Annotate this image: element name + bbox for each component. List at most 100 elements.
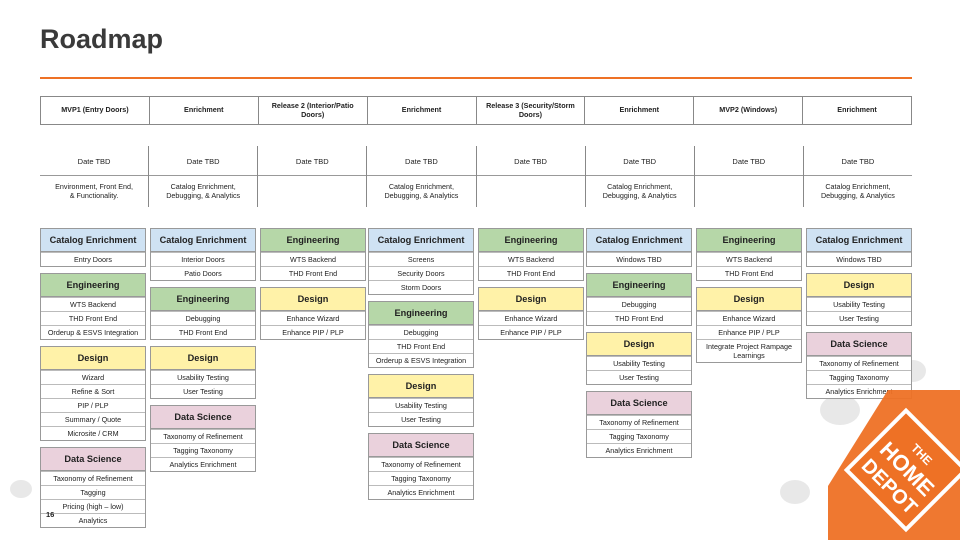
workstream-group: Catalog Enrichment Windows TBD: [586, 228, 692, 267]
phase-note: Environment, Front End, & Functionality.: [55, 182, 134, 200]
phase-date: Date TBD: [732, 157, 766, 166]
group-title: Engineering: [261, 229, 365, 252]
task-item: Analytics Enrichment: [151, 457, 255, 471]
phase-header: Release 2 (Interior/Patio Doors): [257, 97, 367, 124]
paint-splatter: [820, 395, 860, 425]
task-item: Analytics Enrichment: [587, 443, 691, 457]
workstream-group: Engineering Debugging THD Front End: [150, 287, 256, 340]
task-item: Taxonomy of Refinement: [41, 471, 145, 485]
workstream-group: Design Usability Testing User Testing: [806, 273, 912, 326]
phase-date-cell: Date TBD Catalog Enrichment, Debugging, …: [366, 146, 476, 207]
workstream-group: Engineering WTS Backend THD Front End: [478, 228, 584, 281]
task-item: Analytics: [41, 513, 145, 527]
phase-dates-row: Date TBD Environment, Front End, & Funct…: [40, 146, 912, 207]
task-item: Patio Doors: [151, 266, 255, 280]
task-item: Tagging: [41, 485, 145, 499]
phase-note: Catalog Enrichment, Debugging, & Analyti…: [166, 182, 241, 200]
phase-date-cell: Date TBD Catalog Enrichment, Debugging, …: [148, 146, 258, 207]
phase-date: Date TBD: [514, 157, 547, 166]
phase-date: Date TBD: [186, 157, 220, 166]
phase-header: Enrichment: [366, 97, 476, 124]
task-item: Usability Testing: [587, 356, 691, 370]
task-item: WTS Backend: [41, 297, 145, 311]
workstream-group: Design Usability Testing User Testing: [586, 332, 692, 385]
task-item: User Testing: [151, 384, 255, 398]
workstream-column-6: Catalog Enrichment Windows TBD Engineeri…: [586, 228, 692, 464]
task-item: Taxonomy of Refinement: [151, 429, 255, 443]
task-item: Summary / Quote: [41, 412, 145, 426]
workstream-group: Catalog Enrichment Screens Security Door…: [368, 228, 474, 295]
task-item: Windows TBD: [587, 252, 691, 266]
task-item: Windows TBD: [807, 252, 911, 266]
phase-header: Enrichment: [148, 97, 258, 124]
group-title: Catalog Enrichment: [41, 229, 145, 252]
group-title: Design: [369, 375, 473, 398]
title-divider: [40, 77, 912, 79]
group-title: Design: [41, 347, 145, 370]
divider: [803, 175, 912, 176]
phase-note: Catalog Enrichment, Debugging, & Analyti…: [602, 182, 677, 200]
workstream-group: Catalog Enrichment Entry Doors: [40, 228, 146, 267]
group-title: Engineering: [369, 302, 473, 325]
workstream-column-5: Engineering WTS Backend THD Front End De…: [478, 228, 584, 346]
phase-header-row: MVP1 (Entry Doors) Enrichment Release 2 …: [40, 96, 912, 125]
task-item: Orderup & ESVS Integration: [369, 353, 473, 367]
task-item: Taxonomy of Refinement: [807, 356, 911, 370]
task-item: PIP / PLP: [41, 398, 145, 412]
task-item: Usability Testing: [807, 297, 911, 311]
workstream-group: Data Science Taxonomy of Refinement Tagg…: [806, 332, 912, 399]
task-item: Tagging Taxonomy: [369, 471, 473, 485]
workstream-group: Design Enhance Wizard Enhance PIP / PLP …: [696, 287, 802, 363]
task-item: User Testing: [807, 311, 911, 325]
group-title: Catalog Enrichment: [151, 229, 255, 252]
task-item: THD Front End: [479, 266, 583, 280]
group-title: Data Science: [807, 333, 911, 356]
task-item: WTS Backend: [261, 252, 365, 266]
group-title: Engineering: [587, 274, 691, 297]
group-title: Data Science: [41, 448, 145, 471]
task-item: Orderup & ESVS Integration: [41, 325, 145, 339]
divider: [149, 175, 258, 176]
workstream-group: Design Usability Testing User Testing: [368, 374, 474, 427]
task-item: Taxonomy of Refinement: [587, 415, 691, 429]
group-title: Design: [479, 288, 583, 311]
task-item: Tagging Taxonomy: [587, 429, 691, 443]
home-depot-logo-icon: THE HOME DEPOT: [828, 390, 960, 540]
group-title: Design: [151, 347, 255, 370]
workstream-group: Engineering WTS Backend THD Front End: [696, 228, 802, 281]
workstream-group: Catalog Enrichment Windows TBD: [806, 228, 912, 267]
workstream-group: Design Enhance Wizard Enhance PIP / PLP: [260, 287, 366, 340]
task-item: User Testing: [587, 370, 691, 384]
group-title: Catalog Enrichment: [587, 229, 691, 252]
task-item: THD Front End: [41, 311, 145, 325]
group-title: Data Science: [151, 406, 255, 429]
task-item: Enhance Wizard: [261, 311, 365, 325]
divider: [40, 175, 149, 176]
workstream-group: Catalog Enrichment Interior Doors Patio …: [150, 228, 256, 281]
task-item: Tagging Taxonomy: [807, 370, 911, 384]
task-item: Pricing (high – low): [41, 499, 145, 513]
workstream-column-7: Engineering WTS Backend THD Front End De…: [696, 228, 802, 369]
phase-date-cell: Date TBD Catalog Enrichment, Debugging, …: [584, 146, 694, 207]
group-title: Data Science: [587, 392, 691, 415]
workstream-group: Data Science Taxonomy of Refinement Tagg…: [150, 405, 256, 472]
workstream-group: Engineering WTS Backend THD Front End: [260, 228, 366, 281]
task-item: THD Front End: [369, 339, 473, 353]
group-title: Engineering: [479, 229, 583, 252]
phase-date-cell: Date TBD Catalog Enrichment, Debugging, …: [802, 146, 912, 207]
paint-splatter: [780, 480, 810, 504]
phase-date-cell: Date TBD: [475, 146, 585, 207]
phase-date: Date TBD: [623, 157, 657, 166]
task-item: Enhance Wizard: [697, 311, 801, 325]
phase-date: Date TBD: [77, 157, 111, 166]
task-item: THD Front End: [587, 311, 691, 325]
phase-note: Catalog Enrichment, Debugging, & Analyti…: [820, 182, 895, 200]
group-title: Engineering: [41, 274, 145, 297]
group-title: Engineering: [151, 288, 255, 311]
workstream-column-3: Engineering WTS Backend THD Front End De…: [260, 228, 366, 346]
task-item: Debugging: [151, 311, 255, 325]
task-item: Enhance PIP / PLP: [479, 325, 583, 339]
task-item: Enhance PIP / PLP: [697, 325, 801, 339]
phase-date: Date TBD: [405, 157, 438, 166]
workstream-group: Data Science Taxonomy of Refinement Tagg…: [40, 447, 146, 528]
